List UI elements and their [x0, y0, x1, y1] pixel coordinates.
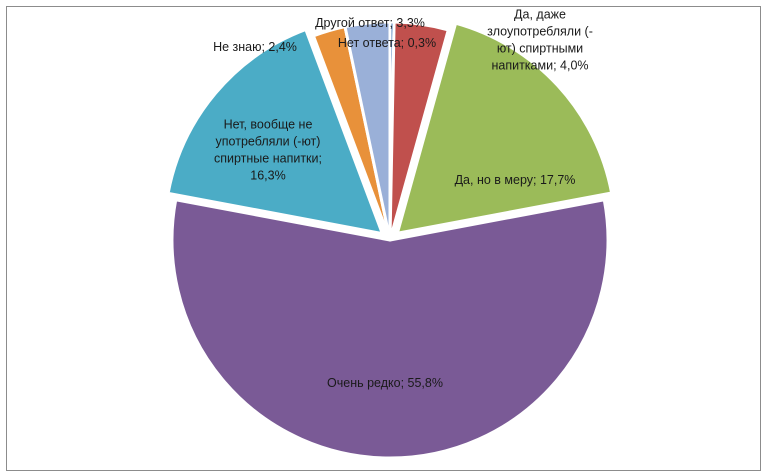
- pie-label-5: Нет, вообще не употребляли (-ют) спиртные …: [214, 118, 322, 183]
- pie-slice-7: [343, 20, 392, 242]
- pie-label-4: Очень редко; 55,8%: [327, 376, 443, 390]
- pie-label-line: Другой ответ; 3,3%: [315, 16, 425, 30]
- pie-label-line: напитками; 4,0%: [491, 59, 588, 73]
- pie-label-line: Нет, вообще не: [224, 118, 313, 132]
- pie-label-line: Да, но в меру; 17,7%: [455, 173, 576, 187]
- pie-slice-3: [395, 21, 614, 235]
- pie-label-line: спиртные напитки;: [214, 152, 322, 166]
- pie-label-line: ют) спиртными: [497, 42, 583, 56]
- pie-slice-2: [388, 20, 450, 242]
- pie-label-3: Да, но в меру; 17,7%: [455, 173, 576, 187]
- pie-label-line: Нет ответа; 0,3%: [338, 36, 436, 50]
- pie-slices: [166, 20, 614, 460]
- pie-label-line: употребляли (-ют): [216, 135, 321, 149]
- pie-label-line: 16,3%: [250, 169, 285, 183]
- pie-label-6: Не знаю; 2,4%: [213, 40, 297, 54]
- pie-label-7: Другой ответ; 3,3%: [315, 16, 425, 30]
- pie-label-line: Да, даже: [514, 8, 566, 22]
- pie-label-1: Нет ответа; 0,3%: [338, 36, 436, 50]
- pie-label-2: Да, даже злоупотребляли (- ют) спиртными на…: [487, 8, 593, 73]
- pie-label-line: Не знаю; 2,4%: [213, 40, 297, 54]
- pie-label-line: злоупотребляли (-: [487, 25, 593, 39]
- pie-label-line: Очень редко; 55,8%: [327, 376, 443, 390]
- pie-slice-4: [170, 198, 610, 460]
- pie-labels: Нет ответа; 0,3% Да, даже злоупотребляли (…: [213, 8, 593, 391]
- pie-slice-5: [166, 27, 384, 236]
